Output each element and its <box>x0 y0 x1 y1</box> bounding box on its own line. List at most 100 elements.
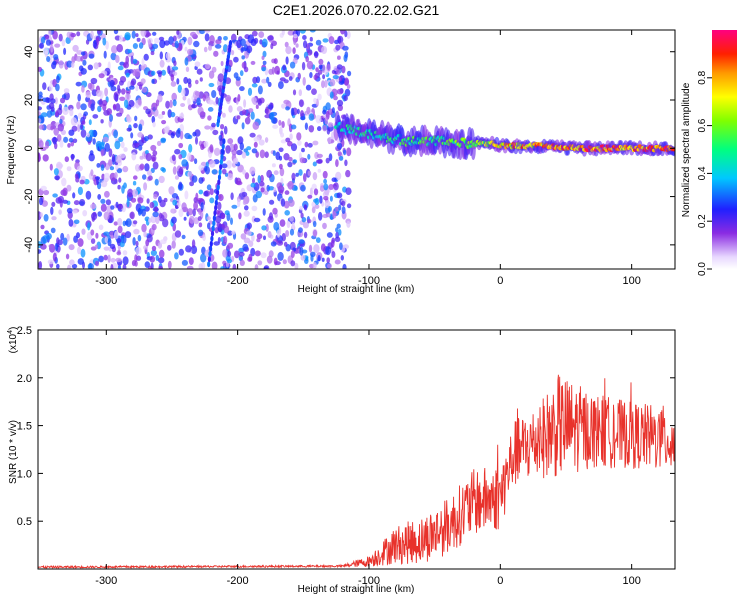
spectrogram-noise-cell <box>336 142 343 150</box>
spectrogram-noise-cell <box>97 30 102 35</box>
spectrogram-noise-cell <box>103 110 110 116</box>
spectrogram-noise-cell <box>152 43 159 49</box>
spectrogram-noise-cell <box>279 219 286 227</box>
snr-y-tick-label: 1.0 <box>17 468 32 480</box>
spectrogram-streak-cell <box>207 256 211 263</box>
spectrogram-noise-cell <box>132 180 137 186</box>
spectrogram-noise-cell <box>77 93 81 102</box>
colorbar-tick-label: 0.4 <box>697 166 708 180</box>
spectrogram-noise-cell <box>167 260 172 269</box>
spectrogram-noise-cell <box>152 161 159 170</box>
spectrogram-noise-cell <box>289 133 293 140</box>
spectrogram-noise-cell <box>299 99 304 108</box>
spectrogram-noise-cell <box>170 208 175 214</box>
spectrogram-noise-cell <box>336 192 343 199</box>
spectrogram-noise-cell <box>178 142 184 149</box>
spectrogram-noise-cell <box>77 238 84 247</box>
spectrogram-noise-cell <box>153 193 158 200</box>
spectrogram-noise-cell <box>102 37 107 46</box>
spectrogram-noise-cell <box>193 217 200 225</box>
spectrogram-noise-cell <box>145 108 151 115</box>
spectrogram-noise-cell <box>325 157 330 164</box>
spectrogram-noise-cell <box>107 61 111 70</box>
spectrogram-noise-cell <box>137 132 143 138</box>
spectrogram-noise-cell <box>105 199 111 206</box>
colorbar-ticks: 0.0 0.2 0.4 0.6 0.8 <box>697 70 712 276</box>
spectrogram-noise-cell <box>278 81 284 90</box>
spectrogram-noise-cell <box>259 39 263 45</box>
spectrogram-noise-cell <box>235 76 241 81</box>
spectrogram-noise-cell <box>150 167 155 173</box>
spectrogram-noise-cell <box>54 242 59 252</box>
spectrogram-streak-cell <box>208 250 212 257</box>
spectrogram-noise-cell <box>318 211 323 221</box>
spectrogram-noise-cell <box>144 163 150 172</box>
spectrogram-noise-cell <box>140 30 147 37</box>
spectrogram-noise-cell <box>190 245 198 255</box>
spectrogram-noise-cell <box>313 97 317 104</box>
spectrogram-noise-cell <box>190 31 197 37</box>
spectrogram-noise-cell <box>45 232 52 240</box>
spectrogram-noise-cell <box>336 88 344 95</box>
spectrogram-noise-cell <box>302 35 307 40</box>
spectrogram-noise-cell <box>107 132 112 138</box>
spectrogram-noise-cell <box>267 35 274 41</box>
spectrogram-noise-cell <box>79 199 86 207</box>
spectrogram-noise-cell <box>161 69 167 76</box>
spectrogram-noise-cell <box>211 261 218 269</box>
spectrogram-x-tick-label: 0 <box>497 275 503 287</box>
spectrogram-noise-cell <box>130 132 134 139</box>
spectrogram-noise-cell <box>120 141 125 149</box>
spectrogram-noise-cell <box>47 259 54 265</box>
spectrogram-streak-cell <box>219 163 223 170</box>
spectrogram-noise-cell <box>254 250 261 257</box>
spectrogram-noise-cell <box>173 60 177 67</box>
spectrogram-noise-cell <box>88 119 92 126</box>
spectrogram-noise-cell <box>81 228 86 235</box>
spectrogram-noise-cell <box>201 246 206 255</box>
spectrogram-noise-cell <box>79 179 85 185</box>
spectrogram-noise-cell <box>133 123 138 129</box>
spectrogram-noise-cell <box>231 230 236 235</box>
spectrogram-noise-cell <box>110 264 114 269</box>
spectrogram-noise-cell <box>130 197 137 203</box>
spectrogram-noise-cell <box>246 146 252 151</box>
spectrogram-noise-cell <box>158 249 165 258</box>
spectrogram-noise-cell <box>85 91 92 99</box>
spectrogram-noise-cell <box>103 246 110 251</box>
spectrogram-noise-cell <box>267 81 272 87</box>
spectrogram-noise-cell <box>287 140 293 147</box>
colorbar-tick-label: 0.8 <box>697 70 708 84</box>
spectrogram-noise-cell <box>113 221 119 226</box>
spectrogram-noise-cell <box>72 44 79 52</box>
spectrogram-noise-cell <box>216 222 222 228</box>
spectrogram-noise-cell <box>155 215 160 225</box>
spectrogram-noise-cell <box>276 182 283 190</box>
spectrogram-noise-cell <box>143 53 149 61</box>
spectrogram-noise-cell <box>113 92 119 101</box>
spectrogram-noise-cell <box>142 174 147 180</box>
spectrogram-noise-cell <box>307 49 313 56</box>
spectrogram-noise-cell <box>239 86 245 92</box>
spectrogram-noise-cell <box>292 89 297 96</box>
spectrogram-noise-cell <box>263 266 269 269</box>
spectrogram-noise-cell <box>251 83 258 88</box>
colorbar-gradient <box>712 30 737 269</box>
spectrogram-noise-cell <box>60 232 65 241</box>
spectrogram-noise-cell <box>92 40 97 49</box>
spectrogram-noise-cell <box>276 229 281 238</box>
spectrogram-noise-cell <box>170 132 175 139</box>
spectrogram-noise-cell <box>141 87 148 93</box>
spectrogram-noise-cell <box>334 206 339 212</box>
spectrogram-noise-cell <box>283 241 288 247</box>
spectrogram-noise-cell <box>272 124 279 129</box>
spectrogram-noise-cell <box>317 93 322 101</box>
spectrogram-noise-cell <box>40 224 45 230</box>
spectrogram-noise-cell <box>197 229 204 236</box>
spectrogram-noise-cell <box>329 195 333 202</box>
spectrogram-noise-cell <box>77 112 83 120</box>
spectrogram-noise-cell <box>265 223 269 232</box>
spectrogram-noise-cell <box>204 63 211 69</box>
spectrogram-noise-cell <box>224 210 230 216</box>
spectrogram-noise-cell <box>197 197 204 203</box>
